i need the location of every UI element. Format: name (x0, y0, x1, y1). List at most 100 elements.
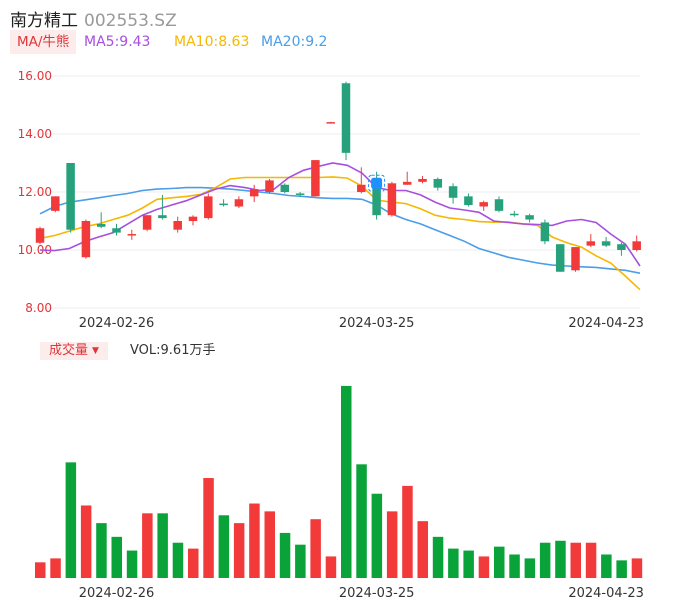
price-axis-label: 14.00 (18, 127, 52, 141)
candle-body (510, 213, 519, 216)
volume-tag-label: 成交量 (49, 343, 89, 358)
candle-body (96, 223, 106, 227)
ma20-line (39, 186, 641, 274)
candle-body (127, 234, 137, 236)
candle-body (617, 244, 626, 250)
volume-bar (524, 558, 536, 578)
price-axis-label: 12.00 (18, 185, 52, 199)
candle-body (112, 228, 121, 233)
price-axis-label: 10.00 (18, 243, 52, 257)
volume-bar (203, 478, 214, 578)
volume-bar (509, 554, 520, 578)
volume-bar (432, 536, 444, 578)
volume-bar (631, 558, 643, 578)
candle-body (51, 196, 60, 211)
candle-body (387, 183, 397, 216)
candle-body (433, 178, 443, 188)
volume-bar (172, 542, 184, 578)
event-marker-frame (368, 174, 386, 192)
stock-title: 南方精工 002553.SZ (10, 6, 177, 31)
volume-bar (356, 464, 367, 578)
stock-name: 南方精工 (10, 11, 78, 31)
volume-bar (65, 462, 77, 578)
ma10-line (39, 176, 641, 291)
volume-bar (386, 511, 398, 578)
ma20-legend: MA20:9.2 (261, 34, 328, 50)
candle-body (234, 199, 244, 207)
candle-body (204, 196, 213, 219)
volume-date-label: 2024-03-25 (339, 586, 415, 601)
price-axis-label: 16.00 (18, 69, 52, 83)
candle-body (418, 178, 427, 182)
candle-body (448, 186, 458, 198)
volume-bar (555, 540, 566, 578)
candle-body (402, 181, 412, 185)
volume-bar (249, 503, 260, 578)
price-date-label: 2024-03-25 (339, 316, 415, 331)
candle-body (188, 216, 198, 221)
volume-bar (233, 523, 245, 578)
ma-indicator-selector[interactable]: MA/牛熊 (10, 30, 77, 54)
candle-body (326, 122, 335, 124)
volume-bar (371, 493, 383, 578)
candle-body (219, 203, 228, 206)
candle-body (35, 228, 45, 243)
ma5-line (39, 162, 641, 267)
candle-body (494, 199, 504, 211)
candle-body (265, 180, 274, 192)
volume-bar (35, 562, 46, 578)
candle-body (601, 241, 611, 246)
volume-bar (218, 515, 230, 578)
volume-bar (463, 550, 474, 578)
volume-bar (96, 523, 107, 578)
ma10-legend: MA10:8.63 (174, 34, 250, 50)
volume-bar (601, 554, 612, 578)
candle-body (586, 241, 596, 246)
candle-body (632, 241, 641, 250)
volume-bar (157, 513, 168, 578)
volume-bar (80, 505, 92, 578)
candle-body (555, 244, 565, 272)
volume-bar (325, 556, 337, 578)
candle-body (479, 202, 488, 207)
volume-bar (494, 546, 505, 578)
volume-date-label: 2024-04-23 (568, 586, 644, 601)
candle-body (464, 196, 473, 206)
volume-bar (310, 519, 321, 578)
candle-body (357, 184, 366, 192)
volume-bar (585, 542, 597, 578)
candle-body (540, 222, 550, 242)
volume-bar (188, 548, 199, 578)
candle-body (341, 83, 351, 153)
volume-bar (142, 513, 153, 578)
volume-date-label: 2024-02-26 (79, 586, 155, 601)
candle-body (66, 163, 75, 230)
volume-bar (417, 521, 428, 578)
volume-bar (111, 536, 122, 578)
volume-bar (539, 542, 551, 578)
volume-bar (616, 560, 627, 578)
volume-bar (448, 548, 459, 578)
volume-bar (264, 511, 275, 578)
candle-body (372, 187, 381, 216)
volume-bar (295, 544, 306, 578)
volume-bar (570, 542, 581, 578)
volume-bar (341, 385, 352, 578)
candle-body (142, 215, 152, 230)
volume-value: VOL:9.61万手 (130, 343, 216, 358)
candle-body (525, 215, 534, 220)
price-date-label: 2024-02-26 (79, 316, 155, 331)
candle-body (311, 160, 320, 197)
stock-code: 002553.SZ (84, 11, 177, 31)
candle-body (158, 215, 167, 219)
volume-bar (478, 556, 490, 578)
candle-body (249, 189, 259, 197)
volume-bar (279, 532, 291, 578)
event-marker-icon (371, 177, 383, 189)
volume-indicator-selector[interactable]: 成交量 ▼ (40, 342, 108, 360)
candle-body (280, 184, 290, 192)
candle-body (173, 221, 182, 230)
volume-bar (50, 558, 61, 578)
volume-bar (402, 485, 413, 578)
